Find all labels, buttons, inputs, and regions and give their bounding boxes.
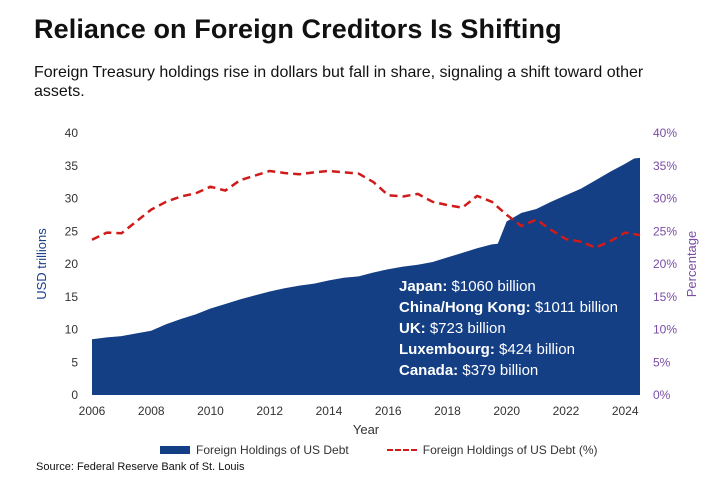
y-tick-label: 40: [65, 126, 79, 140]
y-tick-label: 0: [71, 388, 78, 402]
y-right-tick-label: 40%: [653, 126, 677, 140]
annotation-japan: Japan: $1060 billion: [399, 278, 536, 295]
x-tick-label: 2008: [138, 404, 165, 418]
x-tick-label: 2012: [256, 404, 283, 418]
chart-subtitle: Foreign Treasury holdings rise in dollar…: [34, 64, 644, 100]
y-right-tick-label: 5%: [653, 355, 671, 369]
y-right-tick-label: 25%: [653, 224, 677, 238]
chart-title: Reliance on Foreign Creditors Is Shiftin…: [34, 14, 562, 44]
y-right-tick-label: 20%: [653, 257, 677, 271]
y-tick-label: 10: [65, 323, 79, 337]
x-tick-label: 2016: [375, 404, 402, 418]
y-tick-label: 25: [65, 224, 79, 238]
x-tick-label: 2018: [434, 404, 461, 418]
y-tick-label: 5: [71, 355, 78, 369]
y-axis-title: USD trillions: [34, 228, 49, 300]
area-series-foreign-holdings: [92, 157, 640, 395]
source-note: Source: Federal Reserve Bank of St. Loui…: [36, 461, 245, 473]
y-right-axis-title: Percentage: [684, 231, 699, 298]
x-tick-label: 2022: [553, 404, 580, 418]
y-right-tick-label: 0%: [653, 388, 671, 402]
chart-legend: Foreign Holdings of US Debt Foreign Hold…: [160, 443, 636, 457]
y-right-tick-label: 15%: [653, 290, 677, 304]
x-tick-label: 2020: [493, 404, 520, 418]
y-tick-label: 20: [65, 257, 79, 271]
x-tick-label: 2024: [612, 404, 639, 418]
x-tick-label: 2010: [197, 404, 224, 418]
y-right-tick-label: 35%: [653, 159, 677, 173]
y-right-tick-label: 10%: [653, 323, 677, 337]
x-axis-title: Year: [353, 422, 380, 437]
y-tick-label: 35: [65, 159, 79, 173]
y-tick-label: 15: [65, 290, 79, 304]
annotation-china-hong-kong: China/Hong Kong: $1011 billion: [399, 299, 618, 316]
top-holders-annotation: Japan: $1060 billion China/Hong Kong: $1…: [399, 276, 618, 381]
x-tick-label: 2006: [79, 404, 106, 418]
annotation-luxembourg: Luxembourg: $424 billion: [399, 341, 575, 358]
legend-label-holdings: Foreign Holdings of US Debt: [196, 443, 349, 457]
legend-item-percentage: Foreign Holdings of US Debt (%): [386, 443, 598, 457]
legend-swatch-area: [160, 446, 190, 454]
y-tick-label: 30: [65, 192, 79, 206]
line-series-foreign-share: [91, 169, 641, 249]
y-right-tick-label: 30%: [653, 192, 677, 206]
annotation-canada: Canada: $379 billion: [399, 362, 539, 379]
x-tick-label: 2014: [316, 404, 343, 418]
legend-item-holdings: Foreign Holdings of US Debt: [160, 443, 349, 457]
annotation-uk: UK: $723 billion: [399, 320, 506, 337]
legend-swatch-dashed-line: [386, 449, 417, 451]
legend-label-percentage: Foreign Holdings of US Debt (%): [422, 443, 598, 457]
